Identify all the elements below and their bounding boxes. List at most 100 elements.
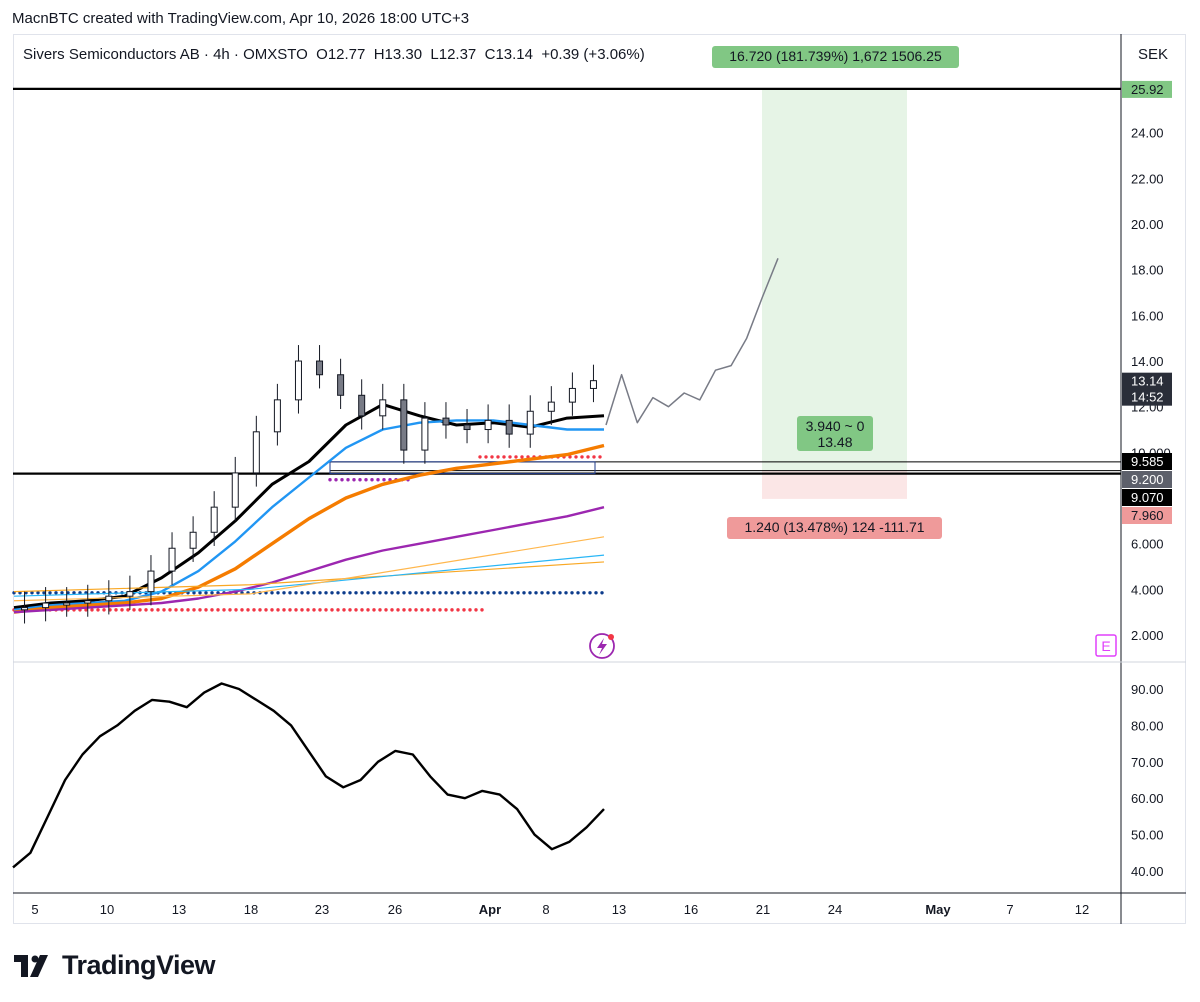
price-axis-tick: 24.00	[1131, 126, 1164, 141]
lower-dot	[336, 608, 340, 612]
signal-dot	[328, 478, 332, 482]
tradingview-logo-text: TradingView	[62, 950, 216, 980]
candle-body	[505, 419, 513, 435]
lower-dot	[402, 608, 406, 612]
support-dot	[306, 591, 310, 595]
lower-dot	[216, 608, 220, 612]
resistance-dot	[502, 455, 506, 459]
support-dot	[456, 591, 460, 595]
lower-dot	[294, 608, 298, 612]
candle-body	[168, 547, 176, 572]
signal-dot	[334, 478, 338, 482]
support-dot	[414, 591, 418, 595]
currency-button[interactable]: SEK	[1138, 46, 1169, 63]
support-dot	[564, 591, 568, 595]
lower-dot	[462, 608, 466, 612]
price-axis-label	[1122, 507, 1172, 524]
lower-dot	[318, 608, 322, 612]
price-axis-label-text: 9.070	[1131, 490, 1164, 505]
support-dot	[72, 591, 76, 595]
price-axis-label	[1122, 80, 1172, 98]
candle-body	[105, 595, 113, 602]
support-dot	[378, 591, 382, 595]
candle-body	[589, 380, 597, 389]
long-term-average-line	[13, 536, 605, 602]
lower-dot	[306, 608, 310, 612]
signal-dot	[358, 478, 362, 482]
lower-dot	[240, 608, 244, 612]
time-axis-tick: 23	[315, 902, 329, 917]
lower-dot	[312, 608, 316, 612]
support-dot	[426, 591, 430, 595]
support-dot	[42, 591, 46, 595]
support-dot	[336, 591, 340, 595]
oscillator-line	[12, 682, 605, 869]
lower-dot	[414, 608, 418, 612]
lower-dot	[360, 608, 364, 612]
earnings-event-icon-letter: E	[1101, 638, 1110, 654]
time-axis-tick: 12	[1075, 902, 1089, 917]
time-axis-tick: 10	[100, 902, 114, 917]
resistance-dot	[586, 455, 590, 459]
support-dot	[402, 591, 406, 595]
support-dot	[492, 591, 496, 595]
support-dot	[312, 591, 316, 595]
lower-dot	[396, 608, 400, 612]
support-dot	[384, 591, 388, 595]
candle-body	[126, 591, 134, 597]
oscillator-axis-tick: 50.00	[1131, 828, 1164, 843]
support-dot	[330, 591, 334, 595]
lower-dot	[168, 608, 172, 612]
lower-dot	[84, 608, 88, 612]
time-axis-tick: 7	[1006, 902, 1013, 917]
candle-body	[147, 570, 155, 593]
signal-dot	[376, 478, 380, 482]
support-dot	[24, 591, 28, 595]
support-dot	[408, 591, 412, 595]
resistance-dot	[568, 455, 572, 459]
resistance-dot	[478, 455, 482, 459]
lower-dot	[300, 608, 304, 612]
resistance-dot	[592, 455, 596, 459]
signal-dot	[370, 478, 374, 482]
price-axis-label-text: 9.585	[1131, 454, 1164, 469]
support-dot	[444, 591, 448, 595]
candle-body	[526, 410, 534, 435]
support-dot	[486, 591, 490, 595]
symbol-info: Sivers Semiconductors AB · 4h · OMXSTO O…	[23, 46, 645, 63]
risk-reward-label: 3.940 ~ 013.48	[797, 416, 873, 451]
support-dot	[600, 591, 604, 595]
support-dot	[522, 591, 526, 595]
candle-body	[84, 600, 92, 604]
lower-dot	[114, 608, 118, 612]
time-axis-tick: 13	[612, 902, 626, 917]
candle-body	[379, 399, 387, 417]
support-dot	[390, 591, 394, 595]
lower-dot	[264, 608, 268, 612]
chart-caption: MacnBTC created with TradingView.com, Ap…	[12, 10, 470, 27]
price-axis-label-text: 13.14	[1131, 374, 1164, 389]
support-dot	[60, 591, 64, 595]
candle-body	[547, 401, 555, 412]
lower-dot	[384, 608, 388, 612]
resistance-dot	[514, 455, 518, 459]
lower-dot	[132, 608, 136, 612]
lower-dot	[480, 608, 484, 612]
signal-dot	[364, 478, 368, 482]
price-axis-tick: 6.000	[1131, 537, 1164, 552]
candle-body	[316, 360, 324, 376]
resistance-dot	[490, 455, 494, 459]
price-axis-label-text: 9.200	[1131, 472, 1164, 487]
price-axis-label-text: 7.960	[1131, 508, 1164, 523]
support-dot	[588, 591, 592, 595]
candle-body	[421, 417, 429, 451]
long-term-average-line	[13, 554, 605, 597]
price-axis-tick: 2.000	[1131, 628, 1164, 643]
support-dot	[420, 591, 424, 595]
candle-body	[231, 472, 239, 508]
price-axis-label-text: 25.92	[1131, 82, 1164, 97]
resistance-dot	[580, 455, 584, 459]
time-axis-tick: 18	[244, 902, 258, 917]
price-axis-tick: 4.000	[1131, 582, 1164, 597]
